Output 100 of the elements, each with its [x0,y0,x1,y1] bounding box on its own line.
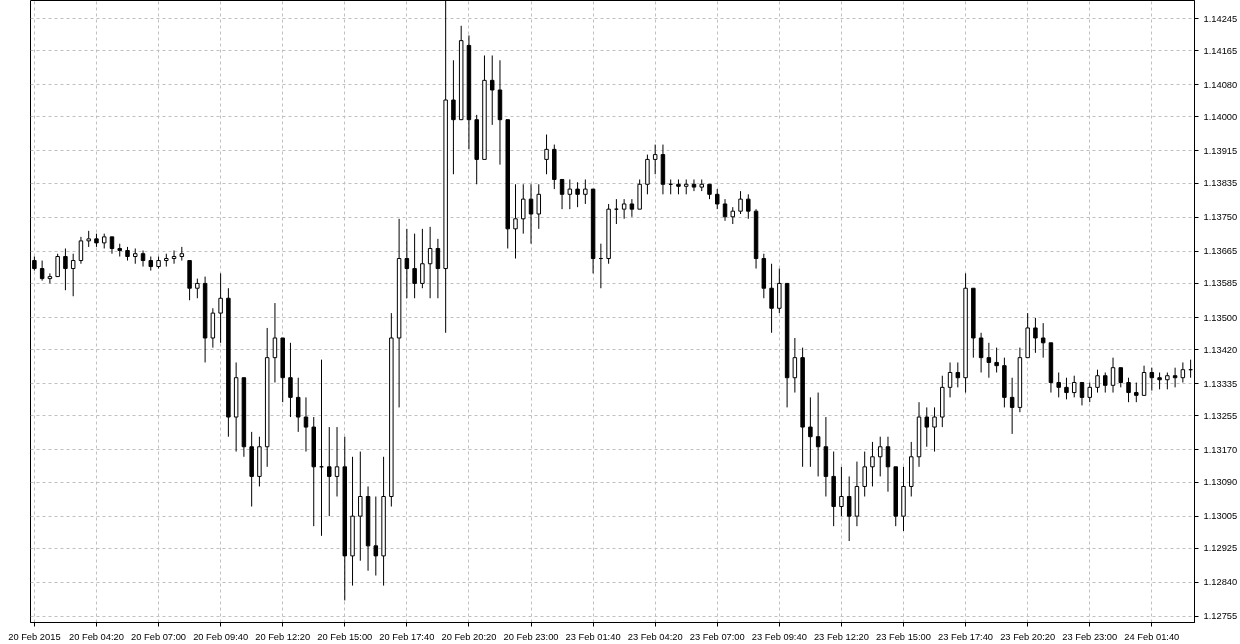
candlestick [606,203,611,265]
x-tick-label: 23 Feb 20:20 [1000,631,1056,642]
candlestick [722,198,728,222]
x-tick-label: 23 Feb 15:00 [876,631,931,642]
candlestick [497,59,503,166]
x-tick-label: 20 Feb 07:00 [131,631,187,642]
candlestick [358,451,363,562]
candlestick [1172,367,1178,388]
candlestick [78,236,84,265]
candlestick [567,178,573,210]
x-tick-label: 20 Feb 20:20 [441,631,497,642]
candlestick [1157,372,1162,390]
candlestick [769,263,774,334]
candlestick [39,260,45,282]
candlestick [528,183,534,245]
candlestick [955,361,961,388]
x-tick-label: 20 Feb 09:40 [193,631,249,642]
candlestick [978,332,984,373]
candlestick [660,144,666,195]
candlestick [1056,372,1061,398]
y-tick-label: 1.14080 [1203,79,1238,90]
candlestick [218,272,223,344]
candlestick [233,361,239,453]
y-tick-label: 1.13335 [1203,378,1238,389]
x-tick-label: 20 Feb 15:00 [317,631,373,642]
y-tick-label: 1.14245 [1203,13,1238,24]
candlestick [412,233,417,299]
candlestick [513,183,518,260]
candlestick [1033,317,1038,354]
x-tick-label: 23 Feb 04:20 [627,631,683,642]
candlestick [909,441,914,497]
candlestick [932,406,937,453]
y-tick-label: 1.13915 [1203,145,1238,156]
x-tick-label: 23 Feb 23:00 [1062,631,1118,642]
candlestick [521,183,526,235]
candlestick [1009,377,1015,435]
candlestick [877,436,883,477]
x-tick-label: 23 Feb 09:40 [751,631,807,642]
candlestick [854,461,860,527]
y-tick-label: 1.13835 [1203,178,1238,189]
y-tick-label: 1.13090 [1203,477,1238,488]
candlestick [133,248,138,265]
candlestick [1165,372,1170,390]
x-tick-label: 20 Feb 2015 [8,631,61,642]
candlestick [1040,322,1046,359]
candlestick [916,401,922,468]
candlestick [288,342,293,418]
candlestick [815,392,821,477]
candlestick [1180,361,1186,384]
candlestick [389,312,394,508]
x-tick-label: 23 Feb 12:20 [813,631,869,642]
candlestick [365,485,371,572]
candlestick [924,406,930,448]
candlestick [583,178,588,205]
y-tick-label: 1.13500 [1203,312,1238,323]
candlestick [870,441,875,487]
candlestick [272,302,278,384]
candlestick [427,226,433,299]
y-tick-label: 1.12925 [1203,543,1238,554]
candlestick [202,276,208,363]
candlestick [629,198,635,218]
candlestick [342,436,348,601]
candlestick [823,416,829,497]
candlestick [901,466,906,532]
candlestick [334,426,340,497]
y-tick-label: 1.13420 [1203,344,1238,355]
candlestick [63,248,68,291]
candlestick [792,337,798,394]
candlestick [257,436,262,487]
y-tick-label: 1.13750 [1203,212,1238,223]
candlestick [171,250,177,265]
y-tick-label: 1.13585 [1203,278,1238,289]
x-tick-label: 20 Feb 23:00 [503,631,559,642]
x-tick-label: 23 Feb 01:40 [565,631,621,642]
y-tick-label: 1.13255 [1203,410,1238,421]
candlestick [730,206,736,225]
candlestick [808,396,813,468]
x-tick-label: 20 Feb 12:20 [255,631,311,642]
candlestick [249,431,254,508]
x-tick-label: 23 Feb 07:00 [689,631,745,642]
candlestick [1017,347,1023,413]
candlestick [862,451,867,497]
candlestick [396,218,402,408]
x-tick-label: 24 Feb 01:40 [1124,631,1180,642]
candlestick [831,451,836,527]
candlestick [373,495,379,577]
y-tick-label: 1.13665 [1203,246,1238,257]
candlestick [451,59,456,175]
candlestick [264,327,270,468]
candlestick [303,396,309,453]
candlestick [381,456,386,587]
candlestick [652,144,658,175]
candlestick [986,342,992,379]
y-tick-label: 1.13170 [1203,444,1238,455]
candlestick [489,54,495,126]
candlestick [691,178,697,192]
y-tick-label: 1.14000 [1203,111,1238,122]
candlestick [47,272,53,284]
y-tick-label: 1.14165 [1203,45,1238,56]
candlestick [140,250,146,268]
